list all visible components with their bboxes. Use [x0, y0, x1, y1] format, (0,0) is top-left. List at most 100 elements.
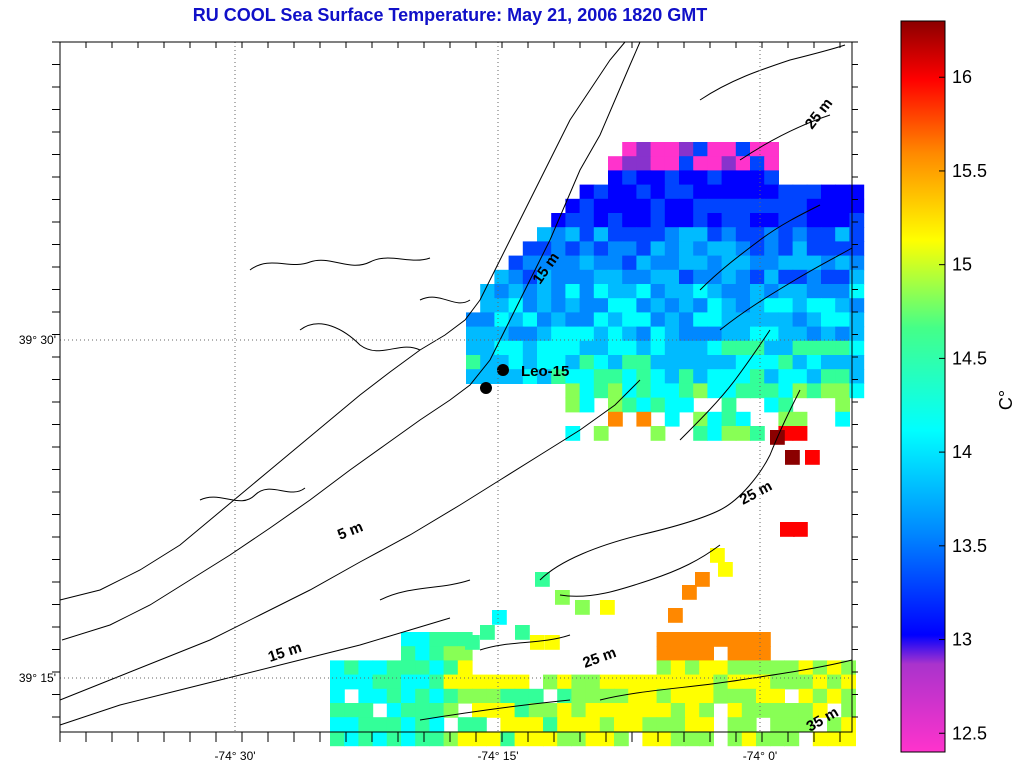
- sst-pixel: [551, 284, 566, 299]
- sst-pixel: [798, 717, 814, 732]
- sst-pixel: [699, 731, 714, 747]
- sst-pixel: [472, 731, 487, 747]
- sst-pixel: [735, 142, 751, 157]
- sst-pixel: [443, 674, 459, 690]
- sst-pixel: [764, 383, 779, 399]
- contour-label: 25 m: [581, 644, 619, 672]
- sst-pixel: [693, 156, 708, 171]
- sst-pixel: [443, 660, 459, 676]
- sst-pixel: [707, 213, 723, 228]
- sst-pixel: [330, 717, 345, 732]
- sst-pixel: [849, 241, 865, 257]
- sst-pixel: [636, 355, 652, 370]
- sst-pixel: [750, 355, 765, 370]
- sst-pixel: [778, 255, 794, 271]
- station-marker: [497, 364, 509, 376]
- sst-pixel: [835, 340, 850, 356]
- sst-pixel: [650, 269, 666, 285]
- sst-pixel: [750, 227, 765, 242]
- sst-pixel: [750, 241, 765, 257]
- sst-pixel: [812, 703, 828, 718]
- sst-pixel: [721, 411, 737, 427]
- sst-pixel: [835, 369, 850, 384]
- sst-pixel: [693, 340, 708, 356]
- sst-pixel: [401, 632, 416, 647]
- sst-pixel: [764, 369, 779, 384]
- sst-pixel: [770, 717, 785, 732]
- sst-pixel: [551, 241, 566, 257]
- sst-pixel: [457, 688, 473, 704]
- sst-pixel: [835, 284, 850, 299]
- sst-pixel: [679, 255, 694, 271]
- sst-pixel: [821, 241, 836, 257]
- sst-pixel: [551, 326, 566, 342]
- sst-pixel: [579, 326, 595, 342]
- colorbar-ticks: 12.5 13 13.5 14 14.5 15 15.5 16: [939, 67, 987, 743]
- sst-pixel: [537, 312, 552, 328]
- sst-pixel: [827, 717, 842, 732]
- sst-pixel: [636, 213, 652, 228]
- sst-pixel: [650, 213, 666, 228]
- sst-pixel: [793, 522, 808, 537]
- sst-pixel: [642, 674, 658, 690]
- sst-pixel: [656, 632, 672, 647]
- sst-pixel: [707, 426, 723, 441]
- sst-pixel: [721, 241, 737, 257]
- sst-pixel: [849, 355, 865, 370]
- sst-pixel: [372, 660, 388, 676]
- sst-pixel: [571, 731, 587, 747]
- sst-pixel: [636, 340, 652, 356]
- sst-pixel: [841, 660, 856, 676]
- sst-pixel: [457, 674, 473, 690]
- sst-pixel: [593, 326, 609, 342]
- frame-ticks: [52, 41, 858, 742]
- sst-pixel: [622, 241, 637, 257]
- sst-pixel: [778, 397, 794, 413]
- sst-pixel: [551, 312, 566, 328]
- sst-pixel: [636, 142, 652, 157]
- sst-pixel: [565, 298, 581, 313]
- sst-pixel: [650, 241, 666, 257]
- sst-pixel: [543, 717, 558, 732]
- sst-pixel: [565, 383, 581, 399]
- sst-pixel: [693, 269, 708, 285]
- sst-pixel: [401, 731, 416, 747]
- sst-pixel: [565, 213, 581, 228]
- sst-pixel: [500, 717, 516, 732]
- sst-pixel: [735, 241, 751, 257]
- sst-pixel: [827, 660, 842, 676]
- sst-pixel: [721, 326, 737, 342]
- sst-pixel: [806, 312, 822, 328]
- sst-pixel: [792, 198, 808, 214]
- sst-pixel: [636, 284, 652, 299]
- sst-pixel: [835, 269, 850, 285]
- sst-pixel: [806, 198, 822, 214]
- graticule: [60, 42, 852, 732]
- sst-pixel: [664, 269, 680, 285]
- sst-pixel: [593, 269, 609, 285]
- sst-pixel: [699, 674, 714, 690]
- sst-pixel: [679, 170, 694, 186]
- sst-pixel: [508, 284, 524, 299]
- sst-pixel: [710, 548, 725, 563]
- sst-pixel: [849, 340, 865, 356]
- sst-pixel: [682, 585, 697, 600]
- sst-pixel: [756, 646, 771, 661]
- sst-pixel: [372, 731, 388, 747]
- colorbar-tick-label: 15: [952, 255, 972, 275]
- sst-pixel: [514, 674, 530, 690]
- sst-pixel: [585, 731, 601, 747]
- sst-pixel: [466, 355, 481, 370]
- sst-pixel: [551, 227, 566, 242]
- sst-pixel: [599, 674, 615, 690]
- sst-pixel: [780, 522, 795, 537]
- sst-pixel: [806, 355, 822, 370]
- sst-pixel: [721, 156, 737, 171]
- sst-pixel: [849, 184, 865, 200]
- sst-pixel: [835, 355, 850, 370]
- colorbar-tick-label: 13.5: [952, 536, 987, 556]
- axis-labels: -74° 30' -74° 15' -74° 0' 39° 30' 39° 15…: [19, 333, 777, 763]
- sst-pixel: [386, 688, 402, 704]
- sst-pixel: [679, 397, 694, 413]
- sst-pixel: [778, 284, 794, 299]
